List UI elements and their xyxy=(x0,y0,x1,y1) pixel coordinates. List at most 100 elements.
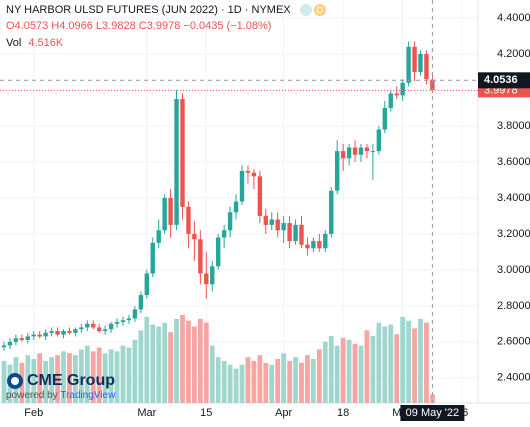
volume-value: 4.516K xyxy=(28,37,64,49)
x-tick-label: 15 xyxy=(200,407,212,419)
candle-body xyxy=(406,46,411,83)
x-tick-label: Feb xyxy=(24,407,43,419)
volume-bar xyxy=(197,318,203,403)
volume-bar xyxy=(156,326,162,403)
candle-body xyxy=(19,338,25,341)
volume-bar xyxy=(96,347,102,403)
legend-high: H4.0966 xyxy=(51,20,93,32)
volume-bar xyxy=(84,345,90,403)
candle-body xyxy=(73,329,78,333)
volume-bar xyxy=(114,351,120,403)
volume-bar xyxy=(233,368,239,403)
candle-body xyxy=(335,151,340,191)
volume-bar xyxy=(305,355,310,403)
candle-body xyxy=(126,318,132,321)
x-tick-label: Mar xyxy=(137,407,156,419)
volume-bar xyxy=(90,351,96,403)
volume-bar xyxy=(394,334,400,403)
volume-bar xyxy=(227,364,233,403)
candle-body xyxy=(156,230,161,243)
candle-body xyxy=(168,197,173,225)
candle-body xyxy=(305,244,310,249)
candle-body xyxy=(198,239,203,274)
candle-body xyxy=(216,237,221,267)
volume-bar xyxy=(43,360,49,403)
candle-body xyxy=(43,332,48,337)
volume-bar xyxy=(73,355,78,403)
volume-bar xyxy=(168,332,173,403)
crosshair-date-label: 09 May '22 xyxy=(406,407,459,419)
volume-bar xyxy=(186,320,191,403)
volume-bar xyxy=(316,349,322,403)
candle-body xyxy=(293,224,298,242)
candle-body xyxy=(340,151,346,159)
volume-bar xyxy=(209,345,215,403)
candle-body xyxy=(114,322,120,324)
candle-body xyxy=(174,98,179,225)
candle-body xyxy=(257,176,263,216)
candle-body xyxy=(358,147,364,155)
volume-bar xyxy=(180,315,185,403)
candle-body xyxy=(37,334,42,337)
volume-bar xyxy=(49,357,54,403)
candle-body xyxy=(370,151,376,153)
volume-bar xyxy=(418,318,423,403)
volume-label: Vol xyxy=(6,37,22,49)
volume-bar xyxy=(126,347,132,403)
volume-bar xyxy=(281,353,287,403)
volume-bar xyxy=(144,316,150,403)
candle-body xyxy=(424,53,429,80)
volume-bar xyxy=(239,364,245,403)
volume-bar xyxy=(275,359,281,403)
candle-body xyxy=(85,323,90,328)
logo-brand: CME Group xyxy=(27,372,115,389)
volume-bar xyxy=(215,357,221,403)
volume-bar xyxy=(352,343,358,403)
candle-body xyxy=(346,147,352,159)
candle-body xyxy=(13,338,19,342)
powered-by: powered by xyxy=(6,390,58,401)
volume-bar xyxy=(412,328,417,403)
candle-body xyxy=(388,93,393,108)
candle-body xyxy=(221,230,227,238)
volume-bar xyxy=(25,355,31,403)
candle-body xyxy=(287,223,292,242)
logo-main: CME Group xyxy=(6,372,115,390)
volume-bar xyxy=(400,316,406,403)
candle-body xyxy=(311,241,316,249)
candle-body xyxy=(269,219,274,225)
candle-body xyxy=(55,331,60,335)
volume-bar xyxy=(376,322,382,403)
volume-bar xyxy=(424,322,429,403)
volume-bar xyxy=(174,318,179,403)
candle-body xyxy=(31,334,36,337)
candle-body xyxy=(329,190,334,234)
volume-bar xyxy=(293,357,298,403)
candle-body xyxy=(263,215,268,225)
volume-bar xyxy=(221,360,227,403)
volume-bar xyxy=(55,355,60,403)
candle-body xyxy=(376,129,382,152)
volume-bar xyxy=(382,326,388,403)
candle-body xyxy=(120,320,126,323)
volume-bar xyxy=(132,339,138,403)
badge: D xyxy=(313,4,326,17)
y-tick-label: 3.8000 xyxy=(497,120,530,132)
candle-body xyxy=(1,345,7,348)
candle-body xyxy=(317,241,322,249)
y-tick-label: 4.4000 xyxy=(497,12,530,24)
candle-body xyxy=(79,327,84,330)
legend-low: L3.9828 xyxy=(95,20,136,32)
volume-bar xyxy=(358,345,364,403)
candle-body xyxy=(299,224,304,245)
volume-bar xyxy=(364,330,370,403)
volume-bar xyxy=(102,353,108,403)
logo: CME Group powered by TradingView xyxy=(6,372,115,401)
candle-body xyxy=(227,212,233,231)
volume-bar xyxy=(346,339,352,403)
legend-change: −0.0435 (−1.08%) xyxy=(183,20,272,32)
candle-body xyxy=(251,172,257,177)
volume-bar xyxy=(138,330,144,403)
volume-bar xyxy=(263,362,269,403)
